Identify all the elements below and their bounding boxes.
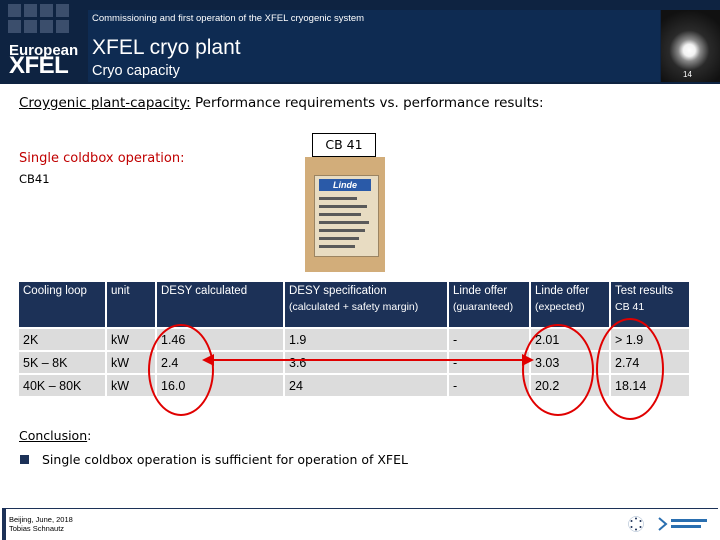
- logo-square: [56, 4, 69, 17]
- conclusion-label: Conclusion: [19, 428, 88, 443]
- comparison-arrow: [202, 354, 534, 366]
- header-cell-desy-calculated: DESY calculated: [157, 282, 283, 327]
- bullet-square-icon: [20, 455, 29, 464]
- header-label: DESY specification: [289, 285, 387, 297]
- logo-square: [8, 4, 21, 17]
- header-cell-unit: unit: [107, 282, 155, 327]
- cell-cooling-loop: 2K: [19, 329, 105, 350]
- single-coldbox-label: Single coldbox operation:: [19, 151, 185, 166]
- logo-square: [24, 20, 37, 33]
- highlight-ellipse-linde-expected: [522, 324, 594, 416]
- logo-square: [56, 20, 69, 33]
- header-label: unit: [111, 285, 130, 297]
- capacity-table: Cooling loop unit DESY calculated DESY s…: [17, 280, 691, 398]
- logo-square: [40, 20, 53, 33]
- logo-text-xfel: XFEL: [9, 52, 69, 79]
- footer-author: Tobias Schnautz: [9, 524, 65, 533]
- cell-desy-specification: 24: [285, 375, 447, 396]
- header-cell-linde-expected: Linde offer (expected): [531, 282, 609, 327]
- cb41-label: CB41: [19, 172, 50, 186]
- header-bar: European XFEL Commissioning and first op…: [0, 0, 720, 84]
- header-label: Linde offer: [535, 285, 590, 297]
- nameplate-line: [319, 221, 369, 224]
- slide-main-title: XFEL cryo plant: [92, 36, 241, 59]
- header-sublabel: (calculated + safety margin): [289, 301, 419, 313]
- partner-logo-bar: [671, 525, 701, 528]
- presentation-title: Commissioning and first operation of the…: [92, 13, 365, 24]
- linde-logo: Linde: [319, 179, 371, 191]
- cb41-callout-box: CB 41: [312, 133, 376, 157]
- eu-circle: [628, 516, 644, 532]
- partner-logo-icon: [658, 517, 707, 531]
- logo-square: [40, 4, 53, 17]
- nameplate-line: [319, 229, 365, 232]
- eu-star: [639, 520, 642, 522]
- header-cell-cooling-loop: Cooling loop: [19, 282, 105, 327]
- header-sublabel: (expected): [535, 301, 585, 313]
- header-photo-light: [661, 10, 720, 82]
- slide-heading: Croygenic plant-capacity: Performance re…: [19, 95, 544, 111]
- partner-logo-mark: [658, 517, 668, 531]
- footer-accent-bar: [2, 509, 6, 540]
- cell-desy-specification: 1.9: [285, 329, 447, 350]
- conclusion-bullet-text: Single coldbox operation is sufficient f…: [42, 452, 408, 467]
- slide-heading-underlined: Croygenic plant-capacity:: [19, 95, 191, 111]
- header-cell-desy-specification: DESY specification (calculated + safety m…: [285, 282, 447, 327]
- nameplate-line: [319, 245, 355, 248]
- logo-square: [8, 20, 21, 33]
- header-label: Cooling loop: [23, 285, 87, 297]
- table-row: 5K – 8K kW 2.4 3.6 - 3.03 2.74: [19, 352, 689, 373]
- table-header-row: Cooling loop unit DESY calculated DESY s…: [19, 282, 689, 327]
- header-sublabel: (guaranteed): [453, 301, 514, 313]
- cell-cooling-loop: 5K – 8K: [19, 352, 105, 373]
- header-cell-linde-guaranteed: Linde offer (guaranteed): [449, 282, 529, 327]
- highlight-ellipse-desy-calculated: [148, 324, 214, 416]
- cell-linde-guaranteed: -: [449, 329, 529, 350]
- header-title-panel: Commissioning and first operation of the…: [88, 10, 660, 82]
- eu-star: [635, 517, 637, 520]
- cell-unit: kW: [107, 352, 155, 373]
- partner-logo-bar: [671, 519, 707, 522]
- slide-subtitle: Cryo capacity: [92, 63, 180, 79]
- cell-unit: kW: [107, 375, 155, 396]
- header-label: Test results: [615, 285, 674, 297]
- eu-star: [639, 526, 642, 528]
- eu-star: [630, 526, 633, 528]
- cell-linde-guaranteed: -: [449, 375, 529, 396]
- header-sublabel: CB 41: [615, 301, 645, 313]
- eu-star: [635, 528, 637, 531]
- highlight-ellipse-test-results: [596, 318, 664, 420]
- european-xfel-logo: European XFEL: [0, 0, 84, 84]
- header-label: Linde offer: [453, 285, 508, 297]
- cell-linde-guaranteed: -: [449, 352, 529, 373]
- header-label: DESY calculated: [161, 285, 248, 297]
- nameplate-line: [319, 237, 359, 240]
- nameplate-line: [319, 205, 367, 208]
- conclusion-colon: :: [87, 428, 92, 443]
- conclusion-heading: Conclusion:: [19, 428, 91, 443]
- page-number: 14: [683, 70, 692, 79]
- footer-divider: [2, 508, 718, 509]
- coldbox-photo: Linde: [305, 157, 385, 272]
- nameplate-line: [319, 213, 361, 216]
- logo-square: [24, 4, 37, 17]
- footer-location-date: Beijing, June, 2018: [9, 515, 73, 524]
- eu-star: [630, 520, 633, 522]
- cell-cooling-loop: 40K – 80K: [19, 375, 105, 396]
- eu-stars-icon: [628, 516, 644, 532]
- nameplate-line: [319, 197, 357, 200]
- arrow-head-right: [522, 354, 534, 366]
- slide-heading-rest: Performance requirements vs. performance…: [190, 95, 544, 111]
- arrow-head-left: [202, 354, 214, 366]
- cell-unit: kW: [107, 329, 155, 350]
- logo-text-european: European: [9, 42, 79, 59]
